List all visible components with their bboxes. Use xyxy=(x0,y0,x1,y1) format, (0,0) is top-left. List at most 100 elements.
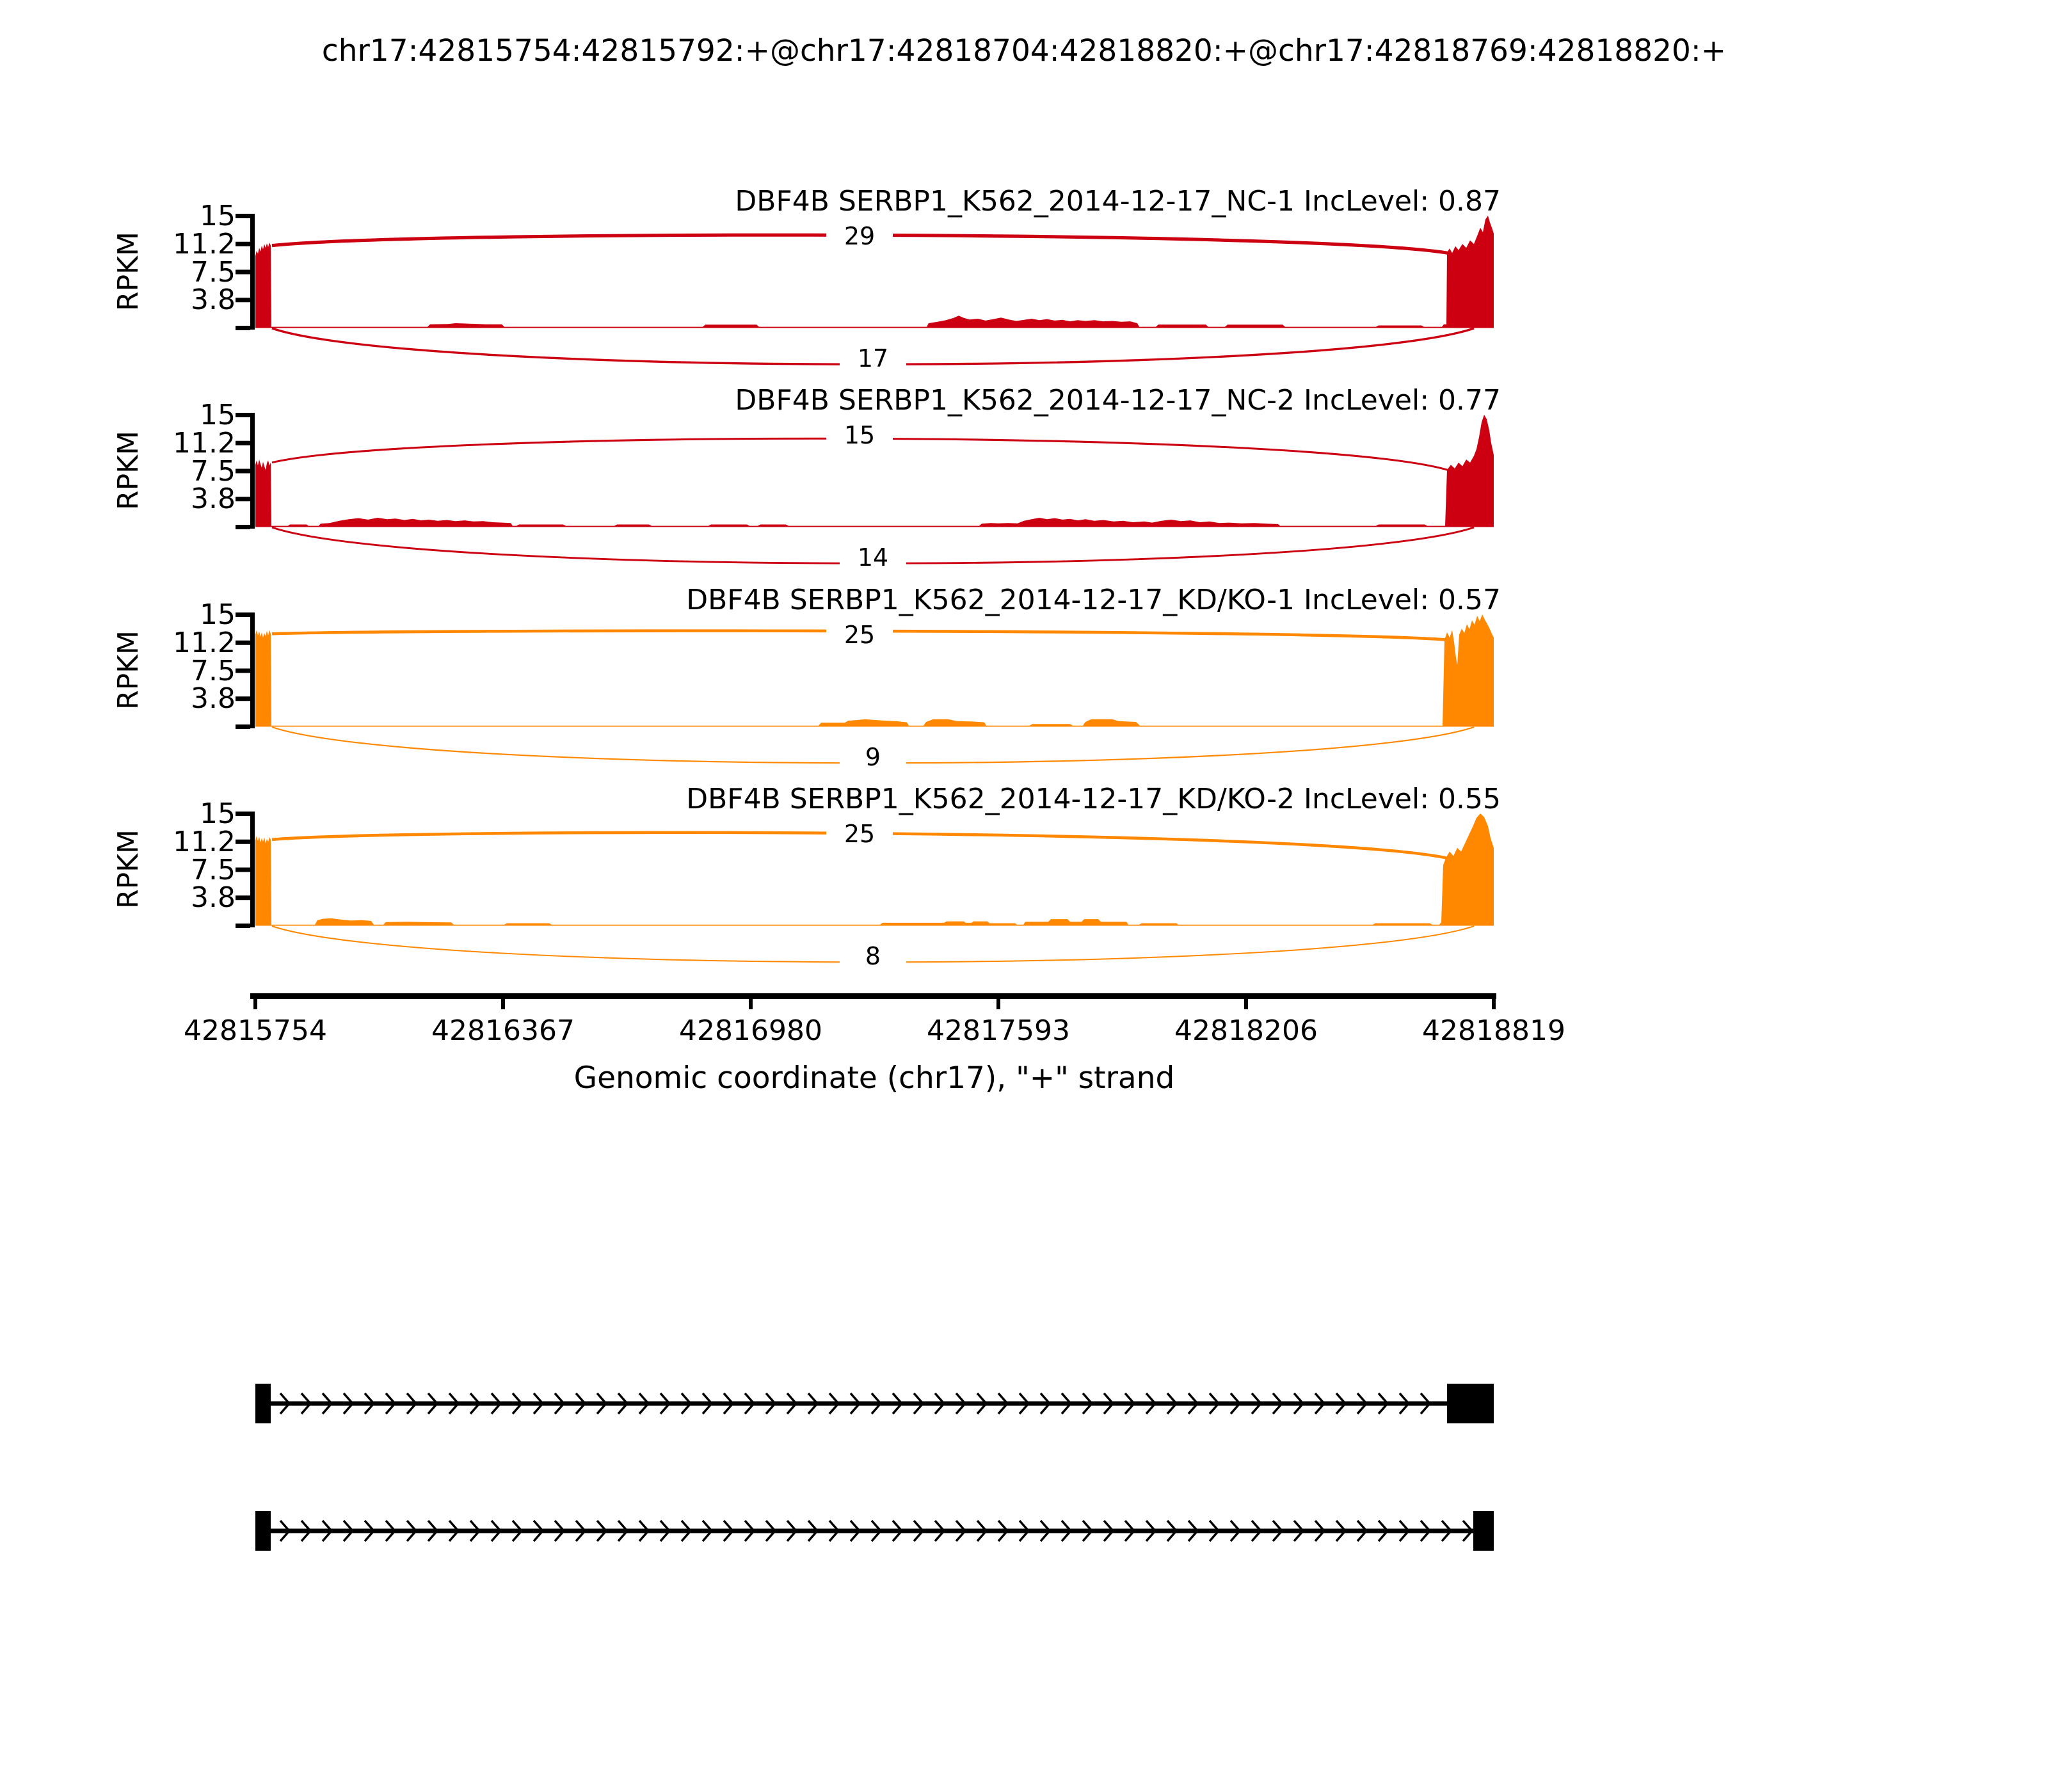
strand-chevron xyxy=(1145,1392,1157,1415)
strand-chevron xyxy=(1356,1519,1368,1542)
strand-chevron xyxy=(997,1392,1009,1415)
y-axis-tick xyxy=(236,241,250,246)
strand-chevron xyxy=(532,1392,545,1415)
strand-chevron xyxy=(279,1392,291,1415)
y-tick-label: 7.5 xyxy=(191,256,236,289)
strand-chevron xyxy=(638,1392,650,1415)
junction-count-backing xyxy=(840,342,906,374)
x-axis-tick xyxy=(253,999,257,1009)
y-tick-label: 7.5 xyxy=(191,854,236,886)
strand-chevron xyxy=(300,1519,312,1542)
junction-count-backing xyxy=(826,419,893,451)
strand-chevron xyxy=(1272,1519,1284,1542)
junction-count-backing xyxy=(826,818,893,850)
strand-chevron xyxy=(1398,1392,1411,1415)
y-axis-tick xyxy=(236,895,250,900)
strand-chevron xyxy=(617,1519,629,1542)
strand-chevron xyxy=(828,1519,840,1542)
x-axis-bar xyxy=(250,993,1496,999)
y-axis-tick xyxy=(236,812,250,816)
y-tick-label: 15 xyxy=(200,399,236,431)
strand-chevron xyxy=(448,1392,460,1415)
junction-count-backing xyxy=(840,740,906,772)
y-axis-spine xyxy=(250,413,255,529)
strand-chevron xyxy=(1166,1392,1178,1415)
strand-chevron xyxy=(955,1519,967,1542)
exon-box xyxy=(255,1384,271,1423)
strand-chevron xyxy=(1060,1519,1073,1542)
track-label: DBF4B SERBP1_K562_2014-12-17_NC-2 IncLev… xyxy=(735,384,1501,417)
x-tick-label: 42815754 xyxy=(184,1014,327,1047)
strand-chevron xyxy=(406,1519,418,1542)
y-axis-tick xyxy=(236,440,250,445)
y-axis-tick xyxy=(236,867,250,872)
track-label: DBF4B SERBP1_K562_2014-12-17_KD/KO-1 Inc… xyxy=(686,584,1501,616)
strand-chevron xyxy=(469,1519,481,1542)
strand-chevron xyxy=(364,1519,376,1542)
y-tick-label: 15 xyxy=(200,200,236,232)
strand-chevron xyxy=(723,1519,735,1542)
strand-chevron xyxy=(1251,1519,1263,1542)
y-axis-spine xyxy=(250,612,255,728)
strand-chevron xyxy=(575,1519,587,1542)
strand-chevron xyxy=(1039,1392,1052,1415)
y-tick-label: 7.5 xyxy=(191,455,236,488)
strand-chevron xyxy=(1293,1519,1305,1542)
exon-box xyxy=(1447,1384,1494,1423)
strand-chevron xyxy=(532,1519,545,1542)
strand-chevron xyxy=(849,1392,861,1415)
strand-chevron xyxy=(575,1392,587,1415)
y-tick-label: 7.5 xyxy=(191,655,236,687)
strand-chevron xyxy=(828,1392,840,1415)
y-axis-spine xyxy=(250,214,255,330)
x-tick-label: 42817593 xyxy=(927,1014,1070,1047)
x-axis-tick xyxy=(749,999,753,1009)
strand-chevron xyxy=(1335,1519,1347,1542)
y-tick-label: 3.8 xyxy=(191,881,236,914)
strand-chevron xyxy=(744,1519,756,1542)
strand-chevron xyxy=(701,1519,714,1542)
strand-chevron xyxy=(659,1519,671,1542)
y-axis-tick xyxy=(236,924,250,928)
strand-chevron xyxy=(892,1392,904,1415)
junction-count-top: 15 xyxy=(844,421,875,449)
strand-chevron xyxy=(1314,1392,1326,1415)
strand-chevron xyxy=(511,1392,524,1415)
y-axis-title: RPKM xyxy=(112,829,145,909)
strand-chevron xyxy=(427,1392,439,1415)
strand-chevron xyxy=(342,1519,355,1542)
strand-chevron xyxy=(342,1392,355,1415)
x-axis-shapes xyxy=(250,993,1496,1009)
strand-chevron xyxy=(1251,1392,1263,1415)
y-axis-title: RPKM xyxy=(112,232,145,311)
strand-chevron xyxy=(1272,1392,1284,1415)
transcript-models xyxy=(255,1384,1494,1551)
x-axis: 42815754 42816367 42816980 42817593 4281… xyxy=(184,993,1565,1096)
junction-count-backing xyxy=(826,619,893,651)
strand-chevron xyxy=(321,1392,333,1415)
x-axis-tick xyxy=(1244,999,1248,1009)
strand-chevron xyxy=(1060,1392,1073,1415)
strand-chevron xyxy=(1314,1519,1326,1542)
track-kdko-1: DBF4B SERBP1_K562_2014-12-17_KD/KO-1 Inc… xyxy=(112,584,1501,772)
strand-chevron xyxy=(321,1519,333,1542)
strand-chevron xyxy=(1018,1519,1030,1542)
strand-chevron xyxy=(659,1392,671,1415)
strand-chevron xyxy=(1187,1519,1199,1542)
junction-count-bottom: 17 xyxy=(858,344,888,372)
strand-chevron xyxy=(1229,1392,1242,1415)
y-tick-label: 11.2 xyxy=(173,826,236,858)
y-axis-tick xyxy=(236,413,250,417)
junction-count-top: 25 xyxy=(844,820,875,848)
strand-chevron xyxy=(1124,1519,1136,1542)
strand-chevron xyxy=(1420,1392,1432,1415)
strand-chevron xyxy=(1166,1519,1178,1542)
strand-chevron xyxy=(680,1392,692,1415)
track-label: DBF4B SERBP1_K562_2014-12-17_KD/KO-2 Inc… xyxy=(686,783,1501,815)
strand-chevron xyxy=(913,1519,925,1542)
y-tick-label: 15 xyxy=(200,598,236,631)
strand-chevron xyxy=(490,1392,502,1415)
strand-chevron xyxy=(1377,1392,1389,1415)
strand-chevron xyxy=(427,1519,439,1542)
